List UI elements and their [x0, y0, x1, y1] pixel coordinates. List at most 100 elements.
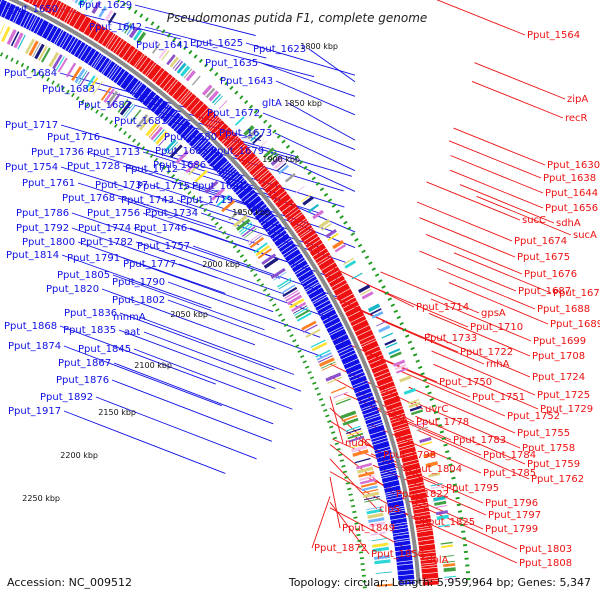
forward-gene-arrow — [30, 16, 41, 33]
gc-outer-mark — [239, 95, 244, 100]
forward-gene-arrow — [192, 135, 205, 149]
reverse-gene-arrow — [73, 13, 87, 30]
forward-gene-arrow — [267, 223, 283, 236]
reverse-gene-arrow — [411, 498, 428, 505]
forward-cds-block — [168, 143, 180, 156]
gc-inner-mark — [51, 80, 55, 85]
reverse-gene-label: Pput_1799 — [485, 524, 538, 535]
reverse-gene-arrow — [28, 0, 34, 5]
reverse-gene-arrow — [289, 213, 306, 228]
gc-inner-mark — [0, 52, 4, 57]
reverse-cds-block — [86, 0, 93, 10]
reverse-gene-arrow — [35, 0, 43, 8]
forward-gene-arrow — [158, 104, 170, 118]
forward-connector — [144, 26, 267, 59]
forward-cds-block — [366, 506, 382, 511]
gc-inner-mark — [166, 169, 171, 174]
reverse-gene-arrow — [385, 401, 403, 411]
forward-gene-arrow — [306, 283, 322, 295]
gc-outer-mark — [198, 58, 203, 63]
gc-outer-mark — [267, 124, 272, 129]
forward-cds-block — [204, 180, 219, 194]
gc-inner-mark — [318, 398, 324, 402]
forward-gene-arrow — [231, 177, 245, 190]
forward-gene-label: Pput_1673 — [219, 128, 272, 139]
reverse-gene-arrow — [329, 275, 346, 288]
forward-gene-label: Pput_1715 — [137, 181, 190, 192]
gc-inner-mark — [5, 54, 9, 60]
gc-outer-mark — [339, 215, 344, 219]
reverse-gene-arrow — [415, 522, 432, 528]
kbp-tick-label: 1800 kbp — [300, 42, 338, 51]
forward-cds-block — [340, 410, 357, 420]
forward-gene-arrow — [260, 214, 275, 226]
forward-gene-arrow — [15, 8, 27, 26]
forward-gene-label: Pput_1820 — [46, 284, 99, 295]
forward-cds-block — [17, 34, 26, 50]
reverse-gene-arrow — [209, 118, 222, 132]
reverse-cds-block — [174, 60, 184, 72]
forward-gene-arrow — [87, 50, 100, 67]
gc-inner-mark — [222, 230, 227, 235]
gc-inner-mark — [266, 293, 271, 297]
kbp-tick-label: 1850 kbp — [284, 99, 322, 108]
reverse-gene-arrow — [159, 73, 173, 89]
gc-inner-mark — [171, 174, 176, 179]
forward-gene-arrow — [385, 492, 402, 498]
forward-gene-arrow — [294, 264, 310, 275]
forward-cds-block — [221, 199, 236, 213]
forward-cds-block — [84, 75, 96, 90]
forward-cds-block — [277, 277, 292, 288]
reverse-gene-label: Pput_1804 — [409, 464, 462, 475]
forward-cds-block — [0, 24, 5, 35]
reverse-cds-block — [425, 461, 439, 468]
reverse-cds-block — [409, 405, 422, 412]
gc-inner-mark — [10, 57, 14, 62]
reverse-gene-arrow — [101, 31, 114, 47]
gc-outer-mark — [462, 543, 468, 547]
gc-inner-mark — [175, 178, 180, 183]
forward-gene-label: Pput_1786 — [16, 208, 69, 219]
gc-outer-mark — [307, 171, 312, 176]
forward-cds-block — [41, 47, 51, 63]
gc-inner-mark — [361, 568, 366, 571]
forward-gene-arrow — [396, 560, 413, 566]
forward-gene-arrow — [113, 68, 126, 84]
reverse-cds-block — [394, 363, 407, 371]
forward-cds-block — [310, 339, 326, 348]
reverse-gene-arrow — [420, 562, 438, 567]
forward-gene-arrow — [54, 29, 64, 45]
gc-outer-mark — [303, 165, 308, 170]
gc-outer-mark — [234, 90, 239, 95]
reverse-gene-arrow — [369, 358, 386, 369]
forward-cds-block — [6, 29, 17, 45]
gc-inner-mark — [118, 127, 123, 132]
reverse-gene-arrow — [247, 160, 261, 172]
reverse-cds-block — [399, 375, 412, 383]
forward-gene-arrow — [227, 173, 241, 186]
forward-gene-arrow — [67, 38, 79, 54]
forward-cds-block — [373, 555, 391, 560]
forward-cds-block — [188, 162, 201, 176]
reverse-gene-arrow — [326, 270, 343, 284]
reverse-strand-genes — [22, 0, 439, 586]
reverse-cds-block — [302, 196, 314, 206]
gc-outer-mark — [384, 291, 389, 295]
gc-inner-mark — [355, 528, 360, 531]
forward-gene-arrow — [129, 80, 141, 95]
gc-outer-mark — [466, 577, 471, 581]
forward-gene-arrow — [101, 59, 112, 74]
gc-outer-mark — [346, 226, 352, 231]
reverse-gene-arrow — [422, 578, 439, 582]
reverse-gene-label: Pput_1722 — [460, 347, 513, 358]
forward-gene-label: Pput_1805 — [57, 270, 110, 281]
forward-gene-label: Pput_1802 — [112, 295, 165, 306]
forward-gene-arrow — [233, 179, 248, 193]
forward-gene-arrow — [265, 220, 280, 233]
reverse-gene-arrow — [78, 16, 92, 33]
forward-connector — [119, 312, 275, 371]
reverse-connector — [453, 127, 546, 166]
forward-gene-arrow — [326, 321, 343, 334]
reverse-gene-arrow — [166, 79, 178, 93]
gc-inner-mark — [354, 522, 359, 525]
